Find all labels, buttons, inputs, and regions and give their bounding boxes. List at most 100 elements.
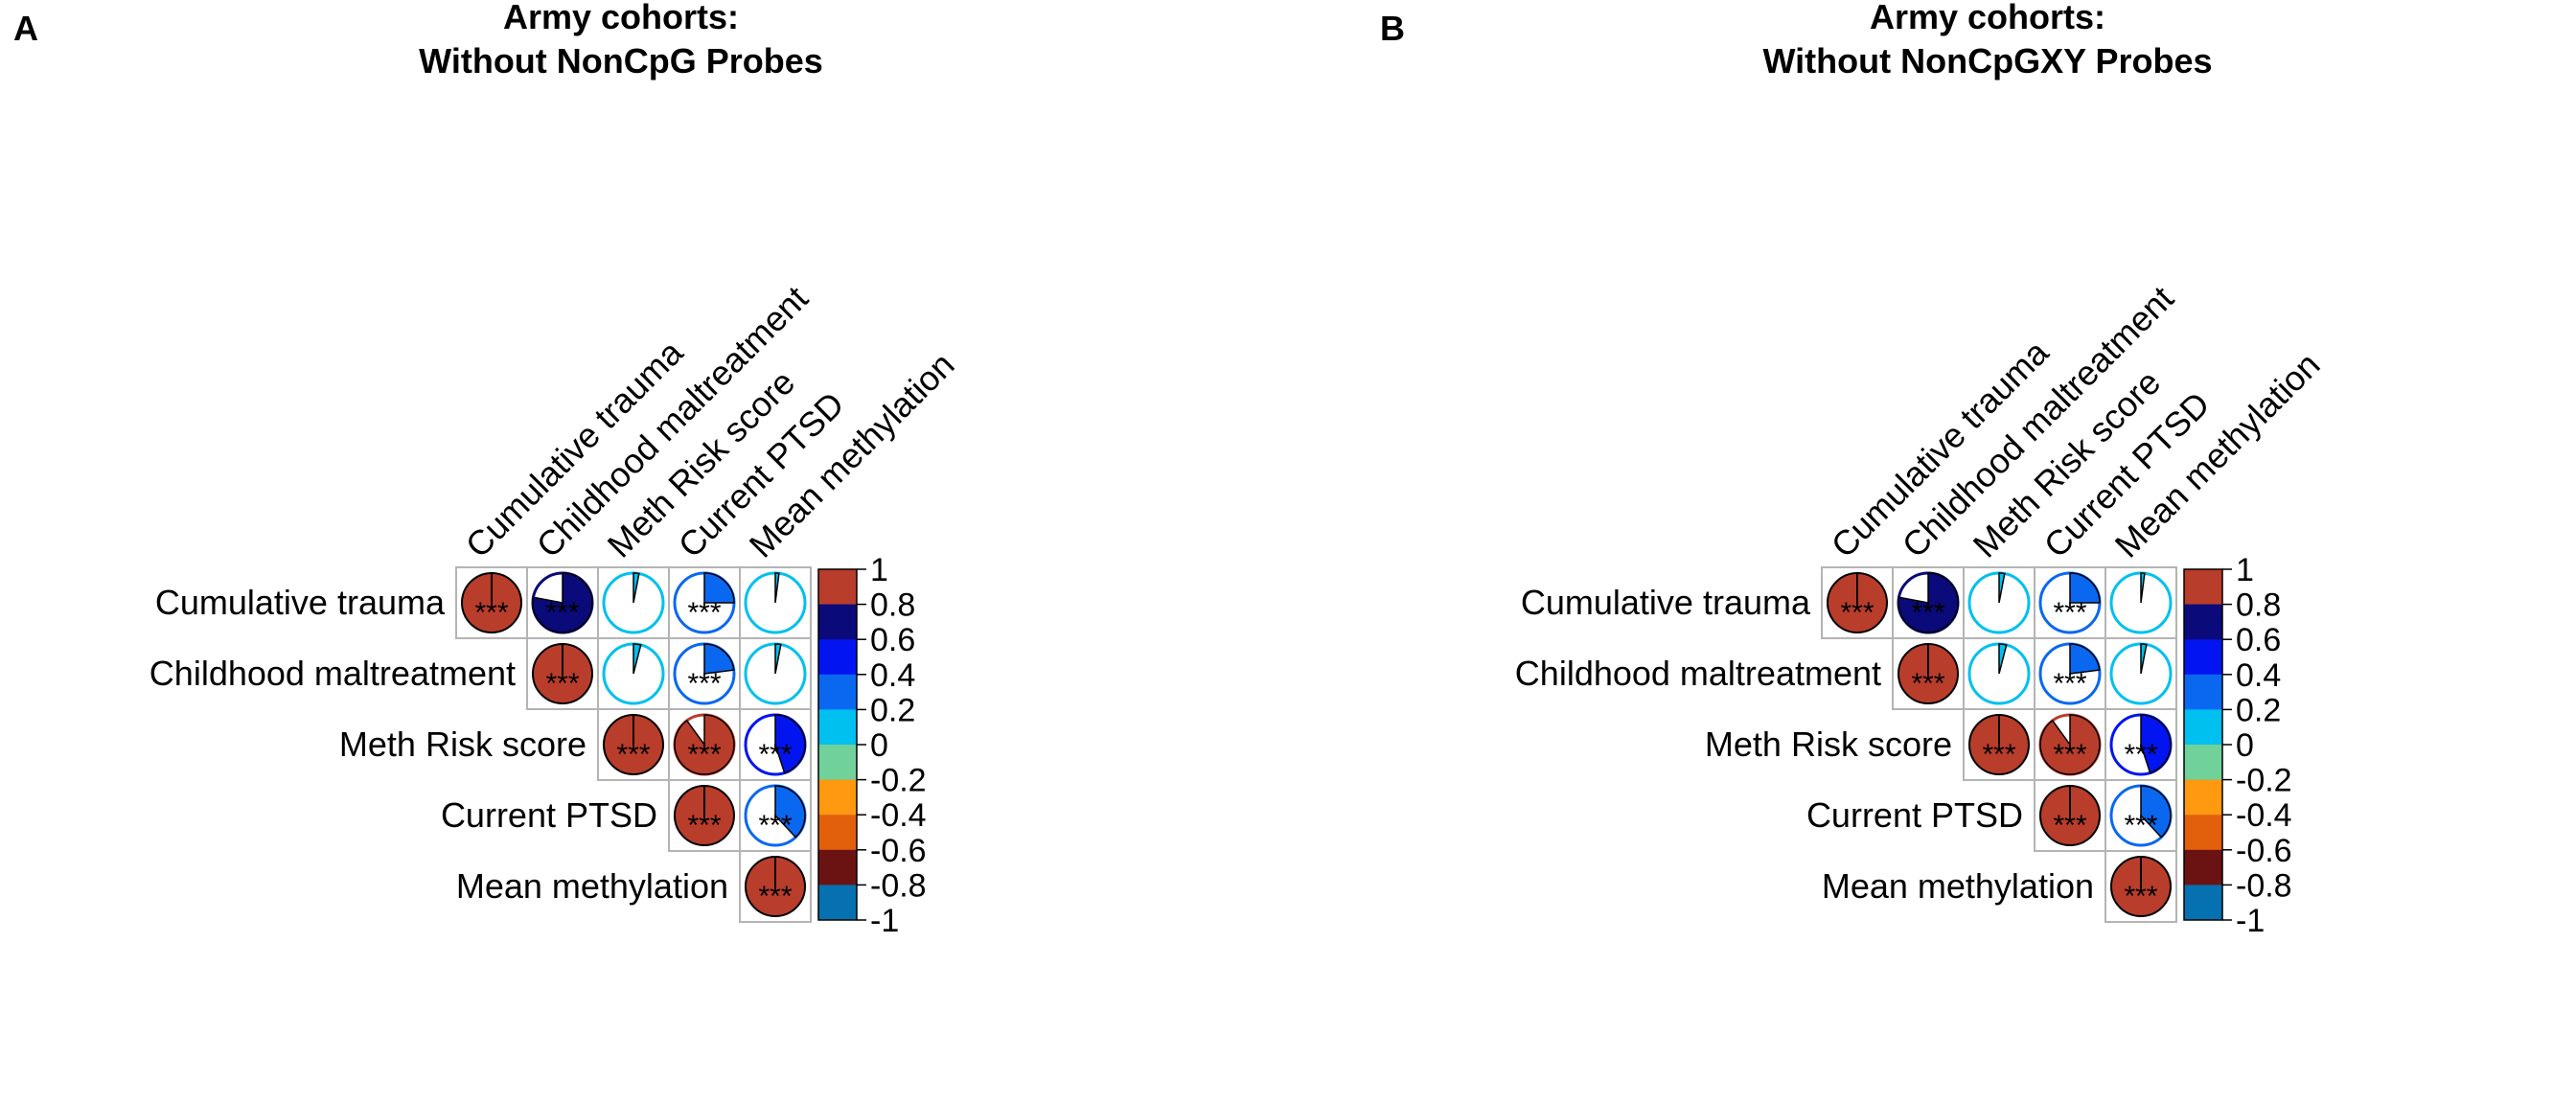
colorbar-segment xyxy=(2184,674,2222,710)
pie-slice xyxy=(1998,643,2008,675)
colorbar-tick-label: -1 xyxy=(870,903,899,939)
significance-label: *** xyxy=(1840,597,1874,629)
row-label-mean-methylation: Mean methylation xyxy=(456,866,728,906)
pie-slice xyxy=(2140,643,2148,675)
significance-label: *** xyxy=(758,881,792,912)
pie-slice xyxy=(2069,643,2101,675)
row-label-cumulative-trauma: Cumulative trauma xyxy=(1521,583,1811,622)
pie-childhood-maltreatment-vs-childhood-maltreatment: *** xyxy=(532,643,593,704)
pie-childhood-maltreatment-vs-meth-risk-score xyxy=(602,642,665,705)
significance-label: *** xyxy=(1982,739,2015,770)
significance-label: *** xyxy=(2053,739,2086,770)
significance-label: *** xyxy=(616,739,650,770)
colorbar-tick-label: -0.8 xyxy=(870,867,927,904)
significance-label: *** xyxy=(687,668,721,700)
pie-current-ptsd-vs-current-ptsd: *** xyxy=(2039,785,2101,846)
pie-cumulative-trauma-vs-current-ptsd: *** xyxy=(2038,571,2102,634)
pie-slice xyxy=(2140,572,2146,604)
colorbar-tick-label: 0.6 xyxy=(870,622,915,658)
colorbar-segment xyxy=(2184,849,2222,886)
pie-childhood-maltreatment-vs-current-ptsd: *** xyxy=(673,642,736,705)
colorbar-segment xyxy=(818,604,857,640)
colorbar-tick-label: -0.6 xyxy=(2236,833,2292,869)
significance-label: *** xyxy=(687,597,721,629)
colorbar-segment xyxy=(2184,815,2222,851)
pie-childhood-maltreatment-vs-current-ptsd: *** xyxy=(2038,642,2102,705)
significance-label: *** xyxy=(2124,739,2157,770)
significance-label: *** xyxy=(545,597,579,629)
pie-cumulative-trauma-vs-childhood-maltreatment: *** xyxy=(531,571,594,634)
significance-label: *** xyxy=(2053,597,2086,629)
colorbar-segment xyxy=(818,779,857,816)
significance-label: *** xyxy=(758,739,792,770)
row-label-current-ptsd: Current PTSD xyxy=(1806,795,2023,835)
pie-meth-risk-score-vs-meth-risk-score: *** xyxy=(1968,714,2030,775)
pie-cumulative-trauma-vs-cumulative-trauma: *** xyxy=(461,572,522,633)
colorbar-tick-label: 0.8 xyxy=(870,587,915,624)
pie-slice xyxy=(2140,714,2172,774)
pie-slice xyxy=(774,572,780,604)
significance-label: *** xyxy=(2053,668,2086,700)
pie-slice xyxy=(632,643,642,675)
row-label-childhood-maltreatment: Childhood maltreatment xyxy=(150,654,516,693)
pie-childhood-maltreatment-vs-meth-risk-score xyxy=(1967,642,2031,705)
significance-label: *** xyxy=(687,810,721,841)
colorbar-segment xyxy=(818,815,857,851)
chart-title-line: Without NonCpG Probes xyxy=(419,41,823,80)
row-label-meth-risk-score: Meth Risk score xyxy=(339,724,586,764)
pie-slice xyxy=(2140,785,2172,839)
pie-meth-risk-score-vs-current-ptsd: *** xyxy=(2038,713,2102,776)
colorbar-tick-label: 0.2 xyxy=(870,692,915,728)
pie-cumulative-trauma-vs-mean-methylation xyxy=(744,571,807,634)
pie-cumulative-trauma-vs-current-ptsd: *** xyxy=(673,571,736,634)
pie-slice xyxy=(1998,572,2006,604)
colorbar-tick-label: -0.2 xyxy=(870,763,927,799)
pie-meth-risk-score-vs-mean-methylation: *** xyxy=(744,713,807,776)
row-label-meth-risk-score: Meth Risk score xyxy=(1705,724,1952,764)
panel-letter: B xyxy=(1380,9,1405,48)
colorbar-tick-label: -0.6 xyxy=(870,833,927,869)
row-label-childhood-maltreatment: Childhood maltreatment xyxy=(1515,654,1881,693)
colorbar-tick-label: 0.2 xyxy=(2236,692,2281,728)
row-label-mean-methylation: Mean methylation xyxy=(1822,866,2094,906)
colorbar-tick-label: 0.6 xyxy=(2236,622,2281,658)
pie-cumulative-trauma-vs-cumulative-trauma: *** xyxy=(1827,572,1888,633)
colorbar-segment xyxy=(818,674,857,710)
colorbar-segment xyxy=(818,639,857,676)
pie-slice xyxy=(774,643,782,675)
pie-slice xyxy=(632,572,640,604)
pie-current-ptsd-vs-current-ptsd: *** xyxy=(674,785,735,846)
colorbar-segment xyxy=(818,745,857,781)
pie-mean-methylation-vs-mean-methylation: *** xyxy=(745,856,806,917)
colorbar-tick-label: -0.4 xyxy=(2236,797,2292,834)
pie-slice xyxy=(2039,714,2101,775)
row-label-current-ptsd: Current PTSD xyxy=(441,795,657,835)
colorbar-tick-label: 0 xyxy=(870,727,888,764)
pie-childhood-maltreatment-vs-mean-methylation xyxy=(2109,642,2173,705)
colorbar-tick-label: 1 xyxy=(2236,552,2254,588)
pie-meth-risk-score-vs-current-ptsd: *** xyxy=(673,713,736,776)
pie-slice xyxy=(532,572,593,633)
chart-title-line: Without NonCpGXY Probes xyxy=(1762,41,2212,80)
colorbar-tick-label: 0.4 xyxy=(870,657,915,694)
pie-slice xyxy=(774,785,806,839)
colorbar-segment xyxy=(2184,639,2222,676)
colorbar-tick-label: -0.2 xyxy=(2236,763,2292,799)
colorbar-tick-label: -1 xyxy=(2236,903,2265,939)
significance-label: *** xyxy=(474,597,508,629)
significance-label: *** xyxy=(2124,810,2157,841)
pie-slice xyxy=(2069,572,2101,604)
significance-label: *** xyxy=(1911,668,1944,700)
pie-childhood-maltreatment-vs-mean-methylation xyxy=(744,642,807,705)
significance-label: *** xyxy=(1911,597,1944,629)
pie-slice xyxy=(703,643,735,675)
pie-cumulative-trauma-vs-mean-methylation xyxy=(2109,571,2173,634)
colorbar-segment xyxy=(2184,745,2222,781)
pie-meth-risk-score-vs-mean-methylation: *** xyxy=(2109,713,2173,776)
significance-label: *** xyxy=(758,810,792,841)
pie-cumulative-trauma-vs-meth-risk-score xyxy=(602,571,665,634)
colorbar-segment xyxy=(818,885,857,921)
colorbar-segment xyxy=(818,709,857,746)
